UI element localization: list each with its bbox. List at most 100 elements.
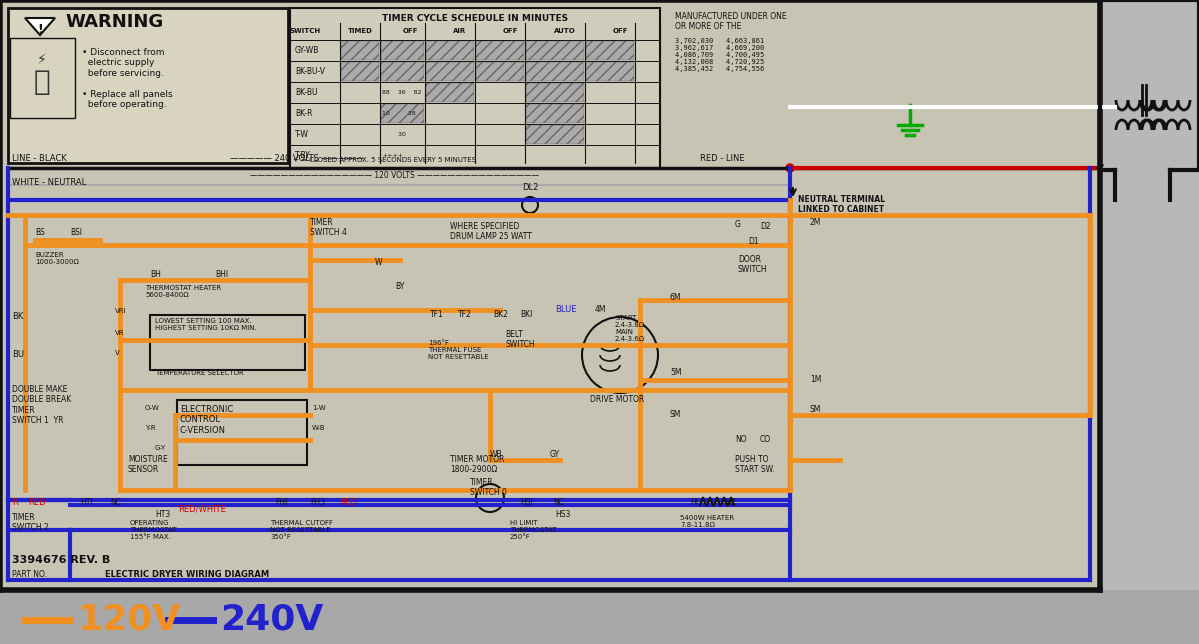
Text: GY: GY xyxy=(550,450,560,459)
Polygon shape xyxy=(25,18,55,35)
Text: TIMER
SWITCH 4: TIMER SWITCH 4 xyxy=(311,218,347,238)
Text: 1M: 1M xyxy=(811,375,821,384)
Text: BELT
SWITCH: BELT SWITCH xyxy=(505,330,535,350)
Text: VR: VR xyxy=(115,330,125,336)
Text: OFF: OFF xyxy=(613,28,628,34)
Text: TIMER MOTOR
1800-2900Ω: TIMER MOTOR 1800-2900Ω xyxy=(450,455,505,475)
Text: H2: H2 xyxy=(725,498,735,507)
Bar xyxy=(426,41,474,60)
Bar xyxy=(586,41,634,60)
Text: 5400W HEATER
7.8-11.8Ω: 5400W HEATER 7.8-11.8Ω xyxy=(680,515,734,528)
Bar xyxy=(476,41,524,60)
Bar xyxy=(381,104,424,123)
Text: WHITE - NEUTRAL: WHITE - NEUTRAL xyxy=(12,178,86,187)
Bar xyxy=(1099,0,1199,590)
Text: NEUTRAL TERMINAL
LINKED TO CABINET: NEUTRAL TERMINAL LINKED TO CABINET xyxy=(799,195,885,214)
Text: BK: BK xyxy=(12,312,23,321)
Text: BK-BU-V: BK-BU-V xyxy=(295,66,325,75)
Text: ————— 240 VOLTS —————: ————— 240 VOLTS ————— xyxy=(230,154,363,163)
Text: V: V xyxy=(115,350,120,356)
Text: OFF: OFF xyxy=(502,28,518,34)
Text: • Disconnect from
  electric supply
  before servicing.

• Replace all panels
  : • Disconnect from electric supply before… xyxy=(82,48,173,109)
Text: OFF: OFF xyxy=(402,28,417,34)
Text: LINE - BLACK: LINE - BLACK xyxy=(12,154,67,163)
Text: NC: NC xyxy=(553,498,564,507)
Bar xyxy=(0,590,1199,644)
Text: TF1: TF1 xyxy=(430,310,444,319)
Text: RED/WHITE: RED/WHITE xyxy=(177,505,225,514)
Text: O-W: O-W xyxy=(145,405,159,411)
Text: G-Y: G-Y xyxy=(155,445,167,451)
Text: RED - LINE: RED - LINE xyxy=(700,154,745,163)
Bar xyxy=(150,315,305,370)
Text: THERMOSTAT HEATER
5600-8400Ω: THERMOSTAT HEATER 5600-8400Ω xyxy=(145,285,221,298)
Text: PART NO.: PART NO. xyxy=(12,570,47,579)
Text: 3,702,030   4,663,861
3,962,617   4,669,200
4,086,709   4,700,495
4,132,008   4,: 3,702,030 4,663,861 3,962,617 4,669,200 … xyxy=(675,38,764,72)
Text: BK-BU: BK-BU xyxy=(295,88,318,97)
Text: 6M: 6M xyxy=(670,293,681,302)
Text: ———————————————— 120 VOLTS ————————————————: ———————————————— 120 VOLTS —————————————… xyxy=(251,171,540,180)
Text: THERMAL CUTOFF
NOT RESETTABLE
350°F: THERMAL CUTOFF NOT RESETTABLE 350°F xyxy=(270,520,333,540)
Text: BY: BY xyxy=(394,282,404,291)
Text: WARNING: WARNING xyxy=(65,13,163,31)
Text: 5M: 5M xyxy=(670,368,681,377)
Bar xyxy=(526,125,584,144)
Text: BLUE: BLUE xyxy=(555,305,577,314)
Text: BS: BS xyxy=(35,228,44,237)
Text: DRIVE MOTOR: DRIVE MOTOR xyxy=(590,395,644,404)
Text: + = CLOSED APPROX. 5 SECONDS EVERY 5 MINUTES: + = CLOSED APPROX. 5 SECONDS EVERY 5 MIN… xyxy=(293,157,476,163)
Text: ✋: ✋ xyxy=(34,68,50,96)
Bar xyxy=(10,38,76,118)
Text: NC: NC xyxy=(110,498,121,507)
Text: T-BY: T-BY xyxy=(295,151,311,160)
Text: !: ! xyxy=(37,23,43,35)
Text: DOUBLE MAKE
DOUBLE BREAK
TIMER
SWITCH 1  YR: DOUBLE MAKE DOUBLE BREAK TIMER SWITCH 1 … xyxy=(12,385,71,425)
Text: AUTO: AUTO xyxy=(554,28,576,34)
Bar xyxy=(341,62,379,81)
Text: BHI: BHI xyxy=(215,270,228,279)
Text: LOWEST SETTING 100 MAX.
HIGHEST SETTING 10KΩ MIN.: LOWEST SETTING 100 MAX. HIGHEST SETTING … xyxy=(155,318,257,331)
Bar xyxy=(526,62,584,81)
Text: SM: SM xyxy=(811,405,821,414)
Bar xyxy=(476,62,524,81)
Text: 2M: 2M xyxy=(811,218,821,227)
Text: W-B: W-B xyxy=(312,425,326,431)
Bar xyxy=(426,62,474,81)
Text: RED: RED xyxy=(341,498,356,507)
Circle shape xyxy=(582,317,658,393)
Text: 120V: 120V xyxy=(78,603,181,637)
Text: BK2: BK2 xyxy=(493,310,508,319)
Bar xyxy=(426,83,474,102)
Text: 88    36    82: 88 36 82 xyxy=(382,90,422,95)
Bar xyxy=(341,41,379,60)
Text: G: G xyxy=(735,220,741,229)
Text: HSI: HSI xyxy=(520,498,532,507)
Text: MOISTURE
SENSOR: MOISTURE SENSOR xyxy=(128,455,168,475)
Text: BK-R: BK-R xyxy=(295,108,313,117)
Bar xyxy=(8,8,288,163)
Text: DOOR
SWITCH: DOOR SWITCH xyxy=(739,255,767,274)
Text: SM: SM xyxy=(670,410,681,419)
Text: PUSH TO
START SW.: PUSH TO START SW. xyxy=(735,455,775,475)
Circle shape xyxy=(787,164,794,172)
Text: R: R xyxy=(12,498,18,507)
Text: CO: CO xyxy=(760,435,771,444)
Text: MANUFACTURED UNDER ONE
OR MORE OF THE: MANUFACTURED UNDER ONE OR MORE OF THE xyxy=(675,12,787,32)
Bar xyxy=(586,62,634,81)
Text: SWITCH: SWITCH xyxy=(289,28,320,34)
Text: ELECTRONIC
CONTROL
C-VERSION: ELECTRONIC CONTROL C-VERSION xyxy=(180,405,234,435)
Text: D2: D2 xyxy=(760,222,771,231)
Text: ELECTRIC DRYER WIRING DIAGRAM: ELECTRIC DRYER WIRING DIAGRAM xyxy=(106,570,269,579)
Text: TIMER CYCLE SCHEDULE IN MINUTES: TIMER CYCLE SCHEDULE IN MINUTES xyxy=(382,14,568,23)
Text: 1-W: 1-W xyxy=(312,405,326,411)
Text: W: W xyxy=(375,258,382,267)
Text: 10         38: 10 38 xyxy=(382,111,416,115)
Text: START
2.4-3.8Ω
MAIN
2.4-3.6Ω: START 2.4-3.8Ω MAIN 2.4-3.6Ω xyxy=(615,315,645,342)
Text: NO: NO xyxy=(735,435,747,444)
Text: WHERE SPECIFIED
DRUM LAMP 25 WATT: WHERE SPECIFIED DRUM LAMP 25 WATT xyxy=(450,222,532,242)
Text: HT3: HT3 xyxy=(155,510,170,519)
Text: OPERATING
THERMOSTAT
155°F MAX.: OPERATING THERMOSTAT 155°F MAX. xyxy=(129,520,176,540)
Text: FH3: FH3 xyxy=(311,498,325,507)
Text: Y-R: Y-R xyxy=(145,425,156,431)
Text: TIMER
SWITCH 0: TIMER SWITCH 0 xyxy=(470,478,507,497)
